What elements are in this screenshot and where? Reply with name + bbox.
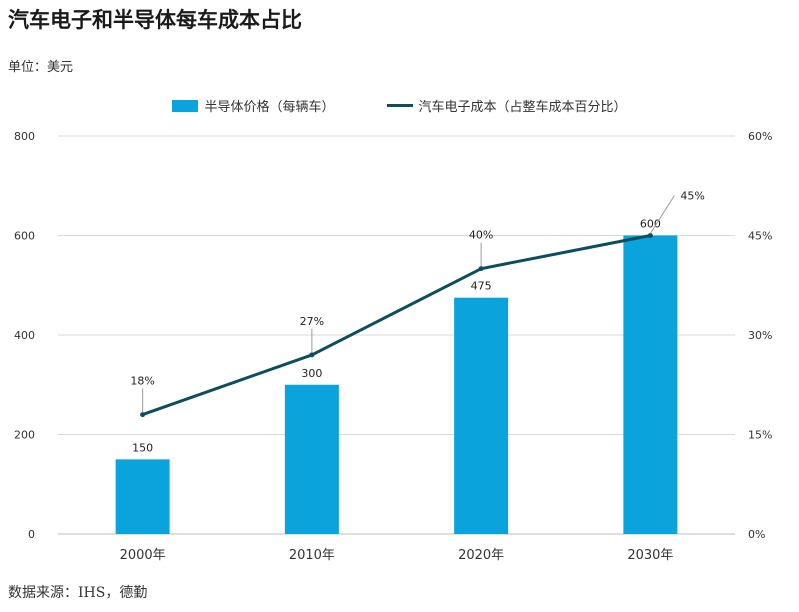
bar bbox=[454, 297, 509, 534]
legend-line-label: 汽车电子成本（占整车成本百分比） bbox=[418, 100, 627, 115]
bar-value-label: 300 bbox=[301, 367, 322, 380]
x-tick-label: 2030年 bbox=[627, 548, 673, 563]
source-note: 数据来源：IHS，德勤 bbox=[8, 585, 148, 601]
legend-bar-swatch bbox=[172, 99, 199, 112]
line-value-label: 27% bbox=[300, 315, 324, 328]
bar bbox=[623, 235, 678, 534]
legend: 半导体价格（每辆车） 汽车电子成本（占整车成本百分比） bbox=[0, 96, 799, 115]
axis-layer: 0 0% 200 15% 400 30% 600 45% 800 60% 2000年 2010年 202… bbox=[14, 130, 772, 563]
y-tick-label: 200 bbox=[14, 429, 35, 442]
bar-value-label: 600 bbox=[640, 218, 661, 231]
legend-bar-label: 半导体价格（每辆车） bbox=[204, 100, 335, 115]
chart-plot: 150 300 475 600 18% 27% 40% 45% 0 0% 200 15% 400 30%… bbox=[14, 130, 772, 563]
y2-tick-label: 15% bbox=[748, 429, 772, 442]
x-tick-label: 2020年 bbox=[458, 548, 504, 563]
y2-tick-label: 45% bbox=[748, 230, 772, 243]
chart-title: 汽车电子和半导体每车成本占比 bbox=[8, 8, 302, 32]
bar-value-label: 150 bbox=[132, 441, 153, 454]
line-point bbox=[140, 412, 146, 418]
bar-value-label: 475 bbox=[471, 280, 492, 293]
y-tick-label: 600 bbox=[14, 230, 35, 243]
x-tick-label: 2000年 bbox=[120, 548, 166, 563]
y-tick-label: 800 bbox=[14, 130, 35, 143]
unit-label: 单位：美元 bbox=[8, 60, 74, 75]
grid-layer bbox=[58, 135, 735, 535]
line-layer bbox=[140, 233, 653, 418]
line-point bbox=[478, 266, 484, 272]
label-layer: 150 300 475 600 18% 27% 40% 45% bbox=[130, 190, 704, 455]
legend-item-line: 汽车电子成本（占整车成本百分比） bbox=[386, 96, 627, 115]
line-point bbox=[309, 352, 315, 358]
y2-tick-label: 30% bbox=[748, 329, 772, 342]
y-tick-label: 400 bbox=[14, 329, 35, 342]
x-tick-label: 2010年 bbox=[289, 548, 335, 563]
bar bbox=[284, 384, 339, 534]
y2-tick-label: 0% bbox=[748, 528, 765, 541]
line-value-label: 40% bbox=[469, 229, 493, 242]
legend-item-bar: 半导体价格（每辆车） bbox=[172, 96, 335, 115]
bar-layer bbox=[115, 235, 678, 534]
line-series bbox=[142, 234, 651, 417]
leader-line bbox=[649, 195, 675, 234]
bar bbox=[115, 459, 170, 534]
y2-tick-label: 60% bbox=[748, 130, 772, 143]
line-point bbox=[647, 233, 653, 238]
line-value-label: 45% bbox=[680, 190, 704, 203]
line-value-label: 18% bbox=[130, 375, 154, 388]
legend-line-swatch bbox=[386, 104, 413, 107]
y-tick-label: 0 bbox=[28, 528, 35, 541]
